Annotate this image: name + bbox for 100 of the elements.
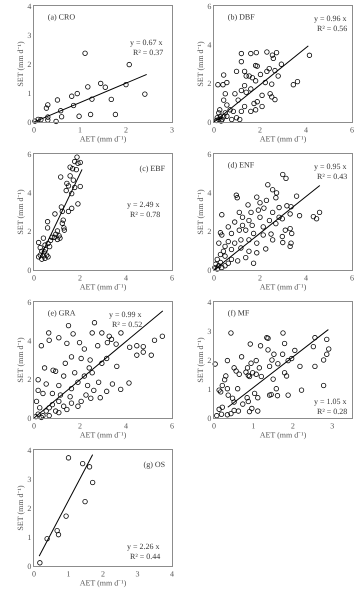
point [42,256,48,261]
y-axis-title: SET (mm d⁻¹) [16,189,26,235]
x-tick-label: 2 [78,422,82,431]
point [56,233,62,238]
point [45,114,50,120]
text: (d) ENF [228,160,255,170]
point [44,105,50,111]
text: (g) OS [144,460,166,470]
annotation: y = 0.95 x [314,162,347,171]
point [74,154,80,160]
point [54,228,60,234]
x-tick-label: 2 [258,126,262,135]
point [53,118,59,124]
point [39,248,44,254]
x-tick-label: 4 [304,126,308,135]
text: (f) MF [228,308,250,318]
point [69,190,74,196]
x-tick-label: 4 [124,274,128,283]
x-axis-title: AET (mm d⁻¹) [80,430,127,440]
annotation: y = 1.05 x [314,397,347,406]
y-tick-label: 1 [27,88,32,98]
point [89,96,95,102]
x-tick-label: 3 [330,422,334,431]
annotation: y = 2.26 x [127,542,160,551]
y-tick-label: 1 [27,532,32,542]
point [80,460,86,466]
point [142,92,148,97]
point [42,249,47,254]
point [82,498,88,504]
x-tick-label: 6 [170,422,174,431]
x-tick-label: 2 [290,422,295,431]
point [78,184,83,190]
x-tick-label: 3 [136,570,140,579]
x-tick-label: 3 [170,126,174,135]
point [72,158,78,164]
y-tick-label: 6 [207,150,212,159]
point [37,560,43,566]
y-tick-label: 2 [27,375,32,384]
point [44,536,50,542]
x-tick-label: 4 [124,422,128,431]
y-axis-title: SET (mm d⁻¹) [16,337,26,383]
x-axis-title: AET (mm d⁻¹) [260,430,307,440]
point [58,114,64,120]
text: (e) GRA [48,308,76,318]
y-tick-label: 4 [27,336,32,346]
x-tick-label: 4 [304,274,308,283]
point [54,236,60,242]
point [74,90,80,96]
point [42,247,48,252]
point [67,164,73,170]
x-axis-title: AET (mm d⁻¹) [80,282,127,292]
point [66,455,72,460]
point [38,244,43,250]
point [70,166,76,172]
annotation: R² = 0.37 [133,48,164,57]
y-tick-label: 6 [27,298,32,307]
x-axis-title: AET (mm d⁻¹) [260,134,307,144]
point [49,234,55,240]
text: (c) EBF [140,164,166,174]
point [35,116,41,122]
point [72,184,78,190]
point [39,256,44,262]
point [45,254,51,260]
point [42,242,48,248]
y-tick-label: 2 [27,60,32,69]
x-axis-title: AET (mm d⁻¹) [260,282,307,292]
y-tick-label: 0 [207,414,212,423]
point [75,160,81,166]
point [36,240,42,246]
point [45,102,50,108]
point [48,238,54,244]
x-tick-label: 2 [124,126,128,135]
y-tick-label: 0 [207,118,212,127]
text: (b) DBF [228,12,256,22]
y-tick-label: 2 [27,227,32,236]
x-tick-label: 6 [350,274,354,283]
y-tick-label: 0 [27,562,32,571]
point [58,174,64,180]
x-tick-label: 6 [350,126,354,135]
y-tick-label: 2 [207,227,212,236]
point [63,513,69,519]
y-axis-title: SET (mm d⁻¹) [16,485,26,531]
point [64,180,70,186]
point [32,118,38,124]
annotation: R² = 0.28 [317,407,348,416]
y-tick-label: 4 [207,40,212,50]
point [44,219,50,224]
x-tick-label: 2 [101,570,105,579]
y-tick-label: 2 [207,356,212,365]
x-tick-label: 2 [258,274,262,283]
x-tick-label: 1 [251,422,256,431]
y-axis-title: SET (mm d⁻¹) [196,189,206,235]
point [40,235,46,241]
y-tick-label: 0 [207,266,212,275]
point [70,102,76,108]
annotation: R² = 0.56 [317,24,348,33]
point [66,183,72,189]
y-tick-label: 4 [27,2,32,11]
point [82,50,88,56]
y-tick-label: 4 [207,298,212,307]
